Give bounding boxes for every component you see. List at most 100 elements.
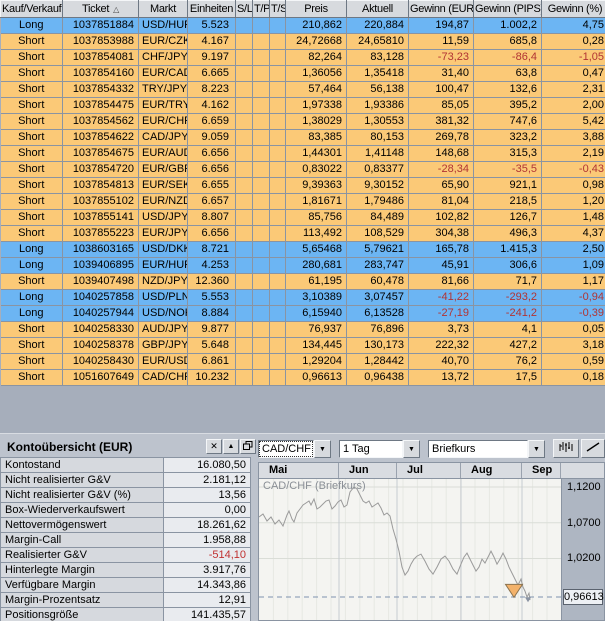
position-cell: 9,39363 bbox=[285, 177, 347, 194]
period-select-value[interactable]: 1 Tag bbox=[339, 440, 403, 458]
position-row-eur-czk[interactable]: Short 1037853988 EUR/CZK 4.167 24,72668 24,65… bbox=[0, 33, 605, 50]
position-cell: 1040258330 bbox=[62, 321, 139, 338]
chart-area: Mai Jun Jul Aug Sep CAD/CHF (Briefkurs) 1,12… bbox=[258, 462, 605, 621]
position-row-eur-sek[interactable]: Short 1037854813 EUR/SEK 6.655 9,39363 9,3015… bbox=[0, 177, 605, 194]
position-row-usd-jpy[interactable]: Short 1037855141 USD/JPY 8.807 85,756 84,489 1… bbox=[0, 209, 605, 226]
column-header-label: T/S bbox=[271, 3, 285, 15]
position-cell: USD/DKK bbox=[138, 241, 188, 258]
column-header-ticket[interactable]: Ticket △ bbox=[62, 0, 139, 18]
position-cell: 3,88 bbox=[541, 129, 605, 146]
position-cell: 6.665 bbox=[187, 65, 236, 82]
position-row-chf-jpy[interactable]: Short 1037854081 CHF/JPY 9.197 82,264 83,128-… bbox=[0, 49, 605, 66]
sell-marker-icon bbox=[504, 583, 524, 599]
position-cell: 306,6 bbox=[473, 257, 542, 274]
position-cell: 194,87 bbox=[408, 17, 474, 34]
position-row-eur-jpy[interactable]: Short 1037855223 EUR/JPY 6.656 113,492 108,52… bbox=[0, 225, 605, 242]
position-row-nzd-jpy[interactable]: Short 1039407498 NZD/JPY 12.360 61,195 60,478… bbox=[0, 273, 605, 290]
position-cell bbox=[269, 145, 286, 162]
account-row-label: Nettovermögenswert bbox=[0, 517, 164, 533]
position-cell: 6.657 bbox=[187, 193, 236, 210]
account-row: Kontostand 16.080,50 bbox=[0, 457, 251, 473]
column-header-label: Ticket bbox=[82, 3, 110, 15]
chevron-down-icon[interactable]: ▼ bbox=[528, 440, 545, 458]
position-row-usd-huf[interactable]: Long 1037851884 USD/HUF 5.523 210,862 220,884… bbox=[0, 17, 605, 34]
account-row: Nicht realisierter G&V 2.181,12 bbox=[0, 472, 251, 488]
position-row-eur-aud[interactable]: Short 1037854675 EUR/AUD 6.656 1,44301 1,4114… bbox=[0, 145, 605, 162]
position-cell: 8.807 bbox=[187, 209, 236, 226]
position-cell bbox=[269, 129, 286, 146]
position-row-usd-nok[interactable]: Long 1040257944 USD/NOK 8.884 6,15940 6,13528… bbox=[0, 305, 605, 322]
position-cell bbox=[269, 161, 286, 178]
current-price-label: 0,96613 bbox=[563, 589, 604, 605]
instrument-select[interactable]: CAD/CHF ▼ bbox=[258, 440, 331, 458]
position-cell: Short bbox=[0, 81, 63, 98]
column-header-gewinn-[interactable]: Gewinn (%) bbox=[541, 0, 605, 18]
position-row-eur-try[interactable]: Short 1037854475 EUR/TRY 4.162 1,97338 1,9338… bbox=[0, 97, 605, 114]
position-cell: 76,937 bbox=[285, 321, 347, 338]
position-cell bbox=[252, 241, 270, 258]
position-cell: 323,2 bbox=[473, 129, 542, 146]
position-row-eur-usd[interactable]: Short 1040258430 EUR/USD 6.861 1,29204 1,2844… bbox=[0, 353, 605, 370]
position-cell: 1037854475 bbox=[62, 97, 139, 114]
chart-price-axis: 1,1200 1,0700 1,0200 0,96613 bbox=[561, 479, 604, 620]
position-row-cad-jpy[interactable]: Short 1037854622 CAD/JPY 9.059 83,385 80,153 2… bbox=[0, 129, 605, 146]
position-cell: 130,173 bbox=[346, 337, 409, 354]
account-row: Margin-Call 1.958,88 bbox=[0, 532, 251, 548]
position-row-eur-cad[interactable]: Short 1037854160 EUR/CAD 6.665 1,36056 1,3541… bbox=[0, 65, 605, 82]
column-header-kauf-verkauf[interactable]: Kauf/Verkauf bbox=[0, 0, 63, 18]
chevron-down-icon[interactable]: ▼ bbox=[403, 440, 420, 458]
column-header-aktuell[interactable]: Aktuell bbox=[346, 0, 409, 18]
account-overview-titlebar: Kontoübersicht (EUR) ✕ ▲ bbox=[0, 438, 256, 455]
position-row-gbp-jpy[interactable]: Short 1040258378 GBP/JPY 5.648 134,445 130,17… bbox=[0, 337, 605, 354]
column-header-s-l[interactable]: S/L bbox=[235, 0, 253, 18]
position-cell: 9,30152 bbox=[346, 177, 409, 194]
position-cell: Short bbox=[0, 113, 63, 130]
position-cell bbox=[235, 241, 253, 258]
column-header-t-s[interactable]: T/S bbox=[269, 0, 286, 18]
position-cell bbox=[235, 257, 253, 274]
position-cell: CHF/JPY bbox=[138, 49, 188, 66]
column-header-markt[interactable]: Markt bbox=[138, 0, 188, 18]
chart-panel: CAD/CHF ▼ 1 Tag ▼ Briefkurs ▼ bbox=[258, 438, 605, 621]
position-row-aud-jpy[interactable]: Short 1040258330 AUD/JPY 9.877 76,937 76,896 3… bbox=[0, 321, 605, 338]
price-type-select-value[interactable]: Briefkurs bbox=[428, 440, 528, 458]
position-row-eur-nzd[interactable]: Short 1037855102 EUR/NZD 6.657 1,81671 1,7948… bbox=[0, 193, 605, 210]
position-cell: 108,529 bbox=[346, 225, 409, 242]
position-cell: Short bbox=[0, 193, 63, 210]
price-type-select[interactable]: Briefkurs ▼ bbox=[428, 440, 545, 458]
collapse-button[interactable]: ▲ bbox=[223, 439, 239, 454]
position-row-cad-chf[interactable]: Short 1051607649 CAD/CHF 10.232 0,96613 0,964… bbox=[0, 369, 605, 386]
position-cell: 685,8 bbox=[473, 33, 542, 50]
column-header-t-p[interactable]: T/P bbox=[252, 0, 270, 18]
position-cell bbox=[235, 17, 253, 34]
restore-window-button[interactable] bbox=[240, 439, 256, 454]
position-row-eur-huf[interactable]: Long 1039406895 EUR/HUF 4.253 280,681 283,747… bbox=[0, 257, 605, 274]
column-header-einheiten[interactable]: Einheiten bbox=[187, 0, 236, 18]
position-cell: 0,96438 bbox=[346, 369, 409, 386]
position-row-usd-dkk[interactable]: Long 1038603165 USD/DKK 8.721 5,65468 5,79621… bbox=[0, 241, 605, 258]
instrument-select-value[interactable]: CAD/CHF bbox=[258, 440, 314, 458]
position-row-usd-pln[interactable]: Long 1040257858 USD/PLN 5.553 3,10389 3,07457… bbox=[0, 289, 605, 306]
position-cell: 210,862 bbox=[285, 17, 347, 34]
position-cell bbox=[252, 145, 270, 162]
position-cell: 80,153 bbox=[346, 129, 409, 146]
column-header-preis[interactable]: Preis bbox=[285, 0, 347, 18]
position-cell: 1037851884 bbox=[62, 17, 139, 34]
position-cell: 6.656 bbox=[187, 225, 236, 242]
period-select[interactable]: 1 Tag ▼ bbox=[339, 440, 420, 458]
column-header-gewinn-pips-[interactable]: Gewinn (PIPS) bbox=[473, 0, 542, 18]
line-chart-mode-button[interactable] bbox=[581, 439, 605, 458]
chart-plot[interactable]: CAD/CHF (Briefkurs) bbox=[259, 479, 561, 620]
position-cell: 280,681 bbox=[285, 257, 347, 274]
position-cell bbox=[269, 225, 286, 242]
column-header-gewinn-eur-[interactable]: Gewinn (EUR) bbox=[408, 0, 474, 18]
position-row-try-jpy[interactable]: Short 1037854332 TRY/JPY 8.223 57,464 56,138 1… bbox=[0, 81, 605, 98]
chevron-down-icon[interactable]: ▼ bbox=[314, 440, 331, 458]
position-row-eur-chf[interactable]: Short 1037854562 EUR/CHF 6.659 1,38029 1,3055… bbox=[0, 113, 605, 130]
position-row-eur-gbp[interactable]: Short 1037854720 EUR/GBP 6.656 0,83022 0,8337… bbox=[0, 161, 605, 178]
position-cell bbox=[252, 257, 270, 274]
close-button[interactable]: ✕ bbox=[206, 439, 222, 454]
position-cell: Short bbox=[0, 65, 63, 82]
account-row-value: 1.958,88 bbox=[163, 532, 251, 548]
bar-chart-mode-button[interactable] bbox=[553, 439, 579, 458]
